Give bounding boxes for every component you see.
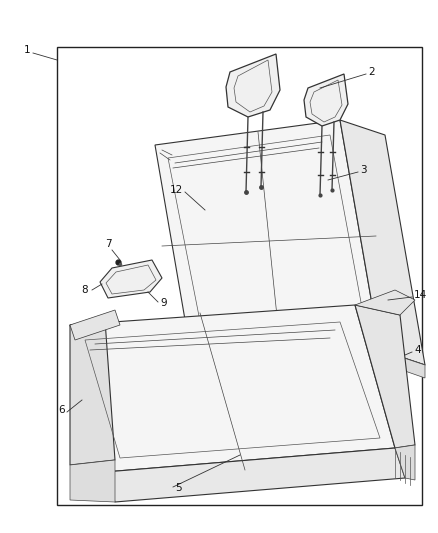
Polygon shape <box>70 310 120 340</box>
Text: 7: 7 <box>105 239 111 249</box>
Text: 5: 5 <box>175 483 182 493</box>
Polygon shape <box>395 445 415 480</box>
Polygon shape <box>155 120 380 378</box>
Polygon shape <box>100 260 162 298</box>
Text: 6: 6 <box>58 405 65 415</box>
Text: 9: 9 <box>160 298 166 308</box>
Polygon shape <box>70 320 115 465</box>
Polygon shape <box>70 460 115 502</box>
Polygon shape <box>304 74 348 126</box>
Polygon shape <box>70 305 395 472</box>
Polygon shape <box>195 350 425 395</box>
Text: 14: 14 <box>414 290 427 300</box>
Polygon shape <box>105 448 405 502</box>
Polygon shape <box>226 54 280 117</box>
Text: 12: 12 <box>170 185 183 195</box>
Polygon shape <box>355 290 415 315</box>
Text: 3: 3 <box>360 165 367 175</box>
Polygon shape <box>380 350 425 378</box>
Text: 4: 4 <box>414 345 420 355</box>
Polygon shape <box>340 120 425 365</box>
Bar <box>57 47 422 505</box>
Text: 2: 2 <box>368 67 374 77</box>
Polygon shape <box>355 305 415 448</box>
Text: 8: 8 <box>81 285 88 295</box>
Polygon shape <box>155 358 195 390</box>
Text: 1: 1 <box>24 45 30 55</box>
